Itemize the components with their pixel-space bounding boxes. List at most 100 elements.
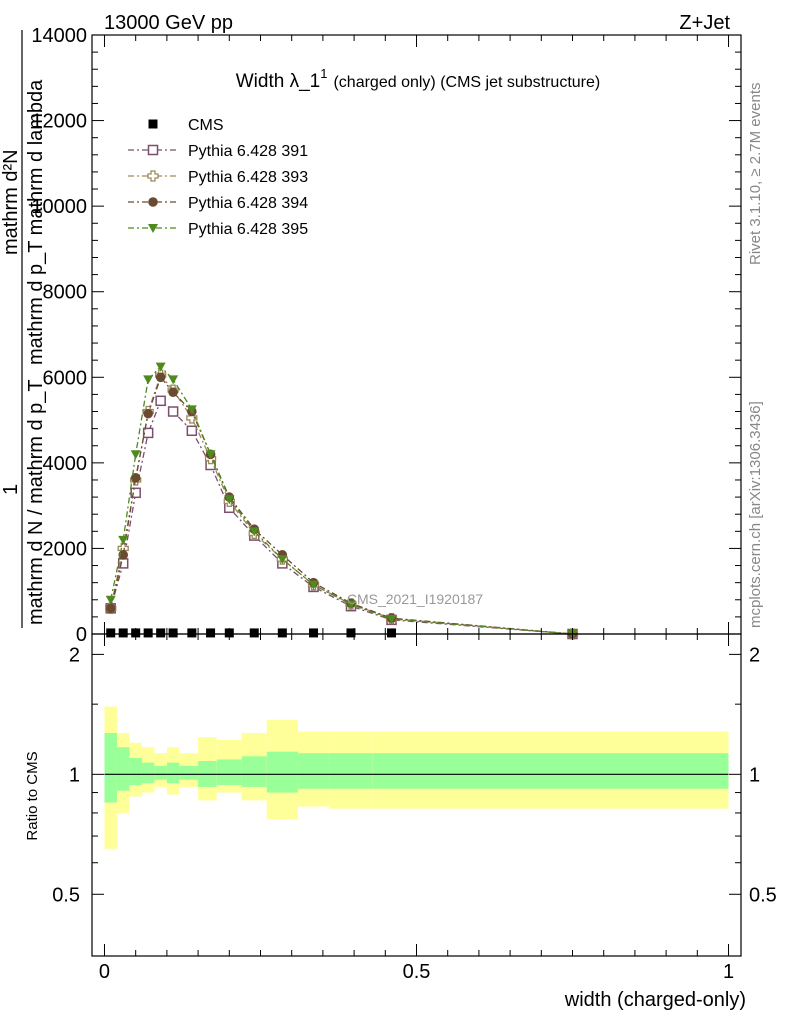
data-point-series-0 [156, 628, 166, 638]
ratio-band-stat [116, 747, 130, 791]
header-left: 13000 GeV pp [104, 12, 233, 34]
legend-marker [147, 144, 159, 156]
ratio-band-stat [179, 765, 199, 780]
data-point-series-0 [249, 628, 259, 638]
data-point-series-0 [277, 628, 287, 638]
ratio-band-stat [266, 751, 298, 793]
ratio-band-stat [241, 756, 267, 787]
data-point-series-4 [308, 580, 319, 590]
series-line-2 [110, 373, 573, 635]
main-ytick-label: 10000 [31, 196, 87, 218]
data-point-series-0 [168, 628, 178, 638]
main-ytick-label: 6000 [43, 367, 88, 389]
ratio-panel: 0.5 0.5 1 1 2 2 0 0.5 1 Ratio to CMS width (char… [24, 633, 777, 1011]
ratio-band-stat [416, 753, 729, 789]
ylabel-top: mathrm d²N [0, 149, 22, 255]
ratio-band-stat [372, 753, 417, 789]
mcplots-label: mcplots.cern.ch [arXiv:1306.3436] [747, 401, 764, 628]
ratio-band-stat [154, 765, 167, 780]
legend-label: Pythia 6.428 391 [188, 143, 308, 160]
main-ytick-label: 12000 [31, 111, 87, 133]
data-point-series-1 [155, 395, 166, 407]
main-ylabel: mathrm d²N mathrm d p_T mathrm d lambda … [0, 30, 47, 628]
main-y-ticks: 0 2000 4000 6000 8000 10000 12000 14000 [31, 25, 741, 646]
data-point-series-3 [130, 473, 141, 483]
ratio-band-stat [297, 753, 330, 789]
data-point-series-1 [130, 487, 141, 499]
data-point-series-4 [205, 450, 216, 460]
data-point-series-0 [106, 628, 116, 638]
ratio-bands [104, 706, 729, 849]
data-point-series-3 [168, 387, 178, 398]
data-point-series-0 [346, 628, 356, 638]
ratio-band-stat [129, 757, 142, 786]
legend-marker [148, 197, 158, 207]
legend: CMS Pythia 6.428 391 Pythia 6.428 393 Pythi… [128, 117, 308, 238]
ylabel-mid: mathrm d p_T mathrm d lambda [25, 79, 47, 365]
legend-label: Pythia 6.428 394 [188, 195, 308, 212]
data-point-series-4 [249, 527, 260, 537]
data-point-series-0 [309, 628, 319, 638]
data-point-series-0 [118, 628, 128, 638]
ratio-ytick-label-right: 1 [749, 764, 760, 786]
legend-label: Pythia 6.428 395 [188, 221, 308, 238]
ratio-ytick-label-right: 2 [749, 644, 760, 666]
main-ytick-label: 2000 [43, 538, 88, 560]
main-ytick-label: 14000 [31, 25, 87, 47]
ratio-ytick-label: 2 [69, 644, 80, 666]
legend-marker [148, 119, 158, 129]
data-point-series-1 [167, 406, 179, 417]
watermark: CMS_2021_I1920187 [347, 591, 483, 607]
series-line-4 [110, 365, 573, 635]
ratio-band-stat [104, 732, 117, 803]
data-point-series-3 [155, 372, 166, 383]
data-point-series-4 [345, 600, 356, 610]
data-point-series-0 [206, 628, 216, 638]
data-point-series-3 [118, 550, 129, 560]
ylabel-num: 1 [0, 484, 22, 495]
data-point-series-4 [224, 495, 235, 505]
data-point-series-4 [143, 375, 154, 385]
data-point-series-3 [105, 603, 116, 614]
main-data-marks [105, 362, 579, 640]
data-point-series-0 [143, 628, 153, 638]
ratio-ytick-label-right: 0.5 [749, 884, 777, 906]
data-point-series-4 [168, 375, 179, 385]
rivet-label: Rivet 3.1.10, ≥ 2.7M events [747, 83, 764, 266]
main-ytick-label: 0 [76, 624, 87, 646]
data-point-series-4 [186, 405, 197, 415]
main-panel: 0 2000 4000 6000 8000 10000 12000 14000 Width λ… [31, 25, 742, 646]
data-point-series-1 [186, 425, 198, 437]
legend-label: CMS [188, 117, 224, 134]
ratio-xtick-label: 1 [723, 961, 734, 983]
legend-label: Pythia 6.428 393 [188, 169, 308, 186]
ratio-band-stat [216, 759, 242, 786]
ratio-ticks: 0.5 0.5 1 1 2 2 0 0.5 1 [52, 634, 777, 983]
ratio-frame [91, 633, 742, 957]
ratio-band-stat [329, 753, 373, 789]
data-point-series-2 [186, 412, 198, 424]
ratio-xtick-label: 0 [99, 961, 110, 983]
main-ytick-label: 8000 [43, 282, 88, 304]
data-point-series-3 [143, 408, 153, 419]
x-axis-label: width (charged-only) [564, 989, 746, 1011]
ratio-ytick-label: 0.5 [52, 884, 80, 906]
series-line-3 [110, 375, 573, 635]
ratio-xtick-label: 0.5 [403, 961, 431, 983]
data-point-series-0 [187, 628, 197, 638]
ratio-band-stat [166, 762, 180, 784]
ratio-ylabel: Ratio to CMS [24, 751, 41, 840]
data-point-series-4 [277, 555, 288, 565]
ylabel-den: mathrm d N / mathrm d p_T [25, 379, 47, 625]
data-point-series-4 [155, 362, 166, 372]
ratio-band-stat [141, 762, 155, 784]
main-title: Width λ_11(charged only) (CMS jet substr… [236, 66, 600, 92]
legend-marker [148, 224, 158, 233]
data-point-series-4 [130, 450, 141, 460]
header-right: Z+Jet [679, 12, 730, 34]
data-point-series-0 [387, 628, 397, 638]
ratio-ytick-label: 1 [69, 764, 80, 786]
data-point-series-4 [118, 535, 129, 545]
data-point-series-4 [105, 595, 116, 605]
